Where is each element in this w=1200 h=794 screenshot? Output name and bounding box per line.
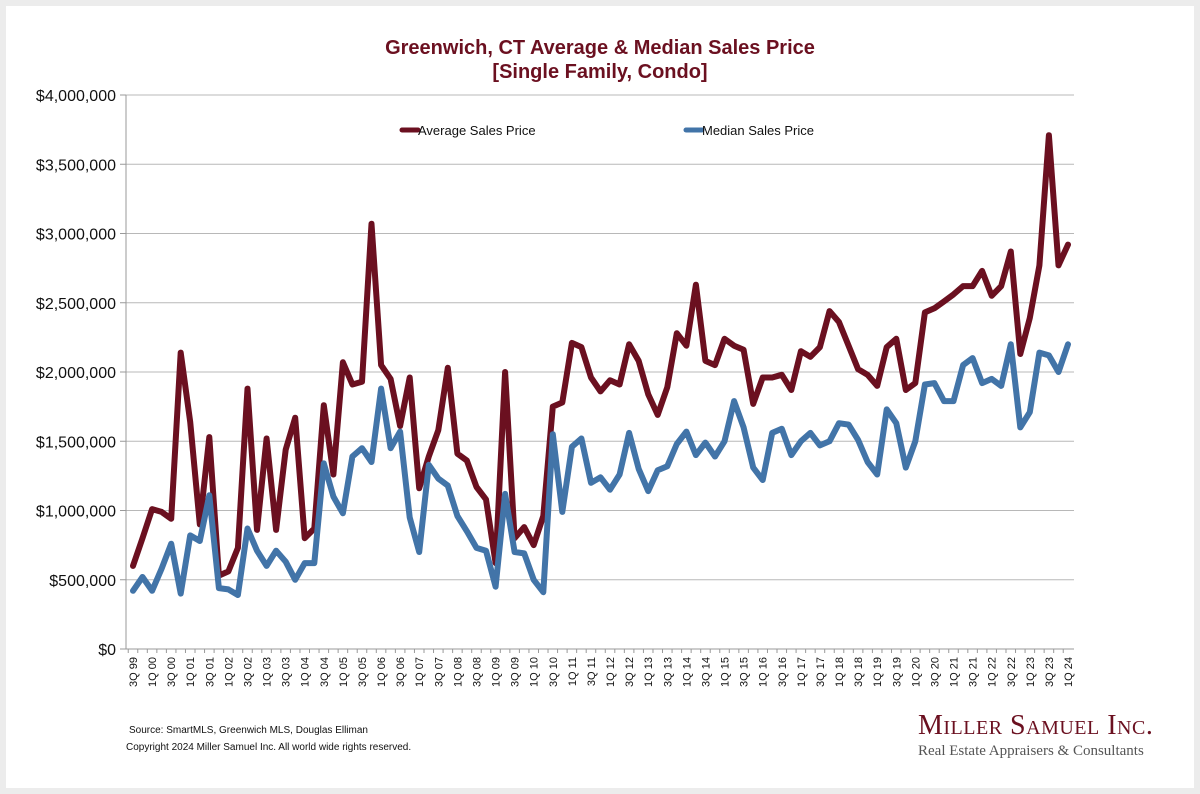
x-tick-label: 1Q 22 xyxy=(987,657,999,687)
x-tick-label: 1Q 21 xyxy=(949,657,961,687)
x-tick-label: 3Q 20 xyxy=(929,657,941,687)
x-tick-label: 3Q 11 xyxy=(586,657,598,686)
y-tick-label: $2,000,000 xyxy=(36,365,116,382)
y-axis: $0 $500,000 $1,000,000 $1,500,000 $2,000,000… xyxy=(36,88,127,659)
y-tick-label: $1,000,000 xyxy=(36,504,116,521)
gridlines xyxy=(126,94,1074,581)
x-tick-label: 1Q 16 xyxy=(758,657,770,687)
x-tick-label: 1Q 19 xyxy=(872,657,884,687)
legend-label-median: Median Sales Price xyxy=(702,123,814,138)
x-tick-label: 3Q 05 xyxy=(357,657,369,687)
y-tick-label: $500,000 xyxy=(49,573,116,590)
x-tick-label: 3Q 17 xyxy=(815,657,827,687)
x-tick-label: 3Q 18 xyxy=(853,657,865,687)
x-tick-label: 1Q 03 xyxy=(262,657,274,687)
x-tick-label: 1Q 10 xyxy=(529,657,541,687)
source-note: Source: SmartMLS, Greenwich MLS, Douglas… xyxy=(129,725,368,736)
x-tick-label: 1Q 01 xyxy=(185,657,197,687)
x-tick-label: 1Q 04 xyxy=(300,657,312,687)
x-tick-label: 1Q 18 xyxy=(834,657,846,687)
x-tick-label: 1Q 02 xyxy=(223,657,235,687)
x-tick-label: 1Q 07 xyxy=(414,657,426,687)
x-tick-label: 3Q 23 xyxy=(1044,657,1056,687)
x-tick-label: 1Q 09 xyxy=(491,657,503,687)
x-tick-label: 1Q 13 xyxy=(643,657,655,687)
x-tick-label: 3Q 99 xyxy=(128,657,140,687)
average-price-line xyxy=(130,132,1071,579)
legend: Average Sales Price Median Sales Price xyxy=(399,123,814,138)
x-tick-label: 3Q 02 xyxy=(242,657,254,687)
x-tick-label: 3Q 13 xyxy=(662,657,674,687)
x-tick-label: 1Q 17 xyxy=(796,657,808,687)
x-tick-label: 1Q 06 xyxy=(376,657,388,687)
x-tick-label: 3Q 00 xyxy=(166,657,178,687)
x-tick-label: 1Q 23 xyxy=(1025,657,1037,687)
x-tick-label: 3Q 21 xyxy=(968,657,980,687)
legend-label-average: Average Sales Price xyxy=(418,123,536,138)
x-tick-label: 3Q 10 xyxy=(548,657,560,687)
x-tick-label: 3Q 16 xyxy=(777,657,789,687)
x-tick-label: 3Q 12 xyxy=(624,657,636,687)
chart-subtitle: [Single Family, Condo] xyxy=(492,61,708,83)
x-tick-label: 1Q 00 xyxy=(147,657,159,687)
x-tick-label: 3Q 01 xyxy=(204,657,216,687)
x-tick-label: 3Q 09 xyxy=(510,657,522,687)
x-tick-label: 3Q 07 xyxy=(433,657,445,687)
x-tick-label: 1Q 11 xyxy=(567,657,579,686)
series-lines xyxy=(130,132,1071,598)
x-tick-label: 1Q 14 xyxy=(681,657,693,687)
chart-title: Greenwich, CT Average & Median Sales Pri… xyxy=(385,37,815,59)
y-tick-label: $3,000,000 xyxy=(36,227,116,244)
x-tick-label: 3Q 22 xyxy=(1006,657,1018,687)
y-tick-label: $2,500,000 xyxy=(36,296,116,313)
x-tick-label: 1Q 20 xyxy=(910,657,922,687)
y-tick-label: $4,000,000 xyxy=(36,88,116,105)
x-tick-label: 3Q 14 xyxy=(700,657,712,687)
x-tick-label: 3Q 19 xyxy=(891,657,903,687)
x-tick-label: 3Q 06 xyxy=(395,657,407,687)
company-logo: Miller Samuel Inc. xyxy=(918,710,1154,741)
x-tick-label: 1Q 24 xyxy=(1063,657,1075,687)
x-tick-label: 1Q 12 xyxy=(605,657,617,687)
x-tick-label: 1Q 15 xyxy=(720,657,732,687)
y-tick-label: $3,500,000 xyxy=(36,157,116,174)
median-price-line xyxy=(130,341,1071,598)
company-tagline: Real Estate Appraisers & Consultants xyxy=(918,743,1144,759)
copyright-note: Copyright 2024 Miller Samuel Inc. All wo… xyxy=(126,742,412,753)
x-tick-label: 1Q 08 xyxy=(452,657,464,687)
y-tick-label: $1,500,000 xyxy=(36,434,116,451)
x-tick-label: 3Q 04 xyxy=(319,657,331,687)
x-tick-label: 1Q 05 xyxy=(338,657,350,687)
x-tick-label: 3Q 15 xyxy=(739,657,751,687)
x-axis: 3Q 99 1Q 00 3Q 00 1Q 01 3Q 01 1Q 02 3Q 02 1Q 03… xyxy=(126,648,1075,687)
y-tick-label: $0 xyxy=(98,642,116,659)
x-tick-label: 3Q 08 xyxy=(471,657,483,687)
x-tick-label: 3Q 03 xyxy=(281,657,293,687)
